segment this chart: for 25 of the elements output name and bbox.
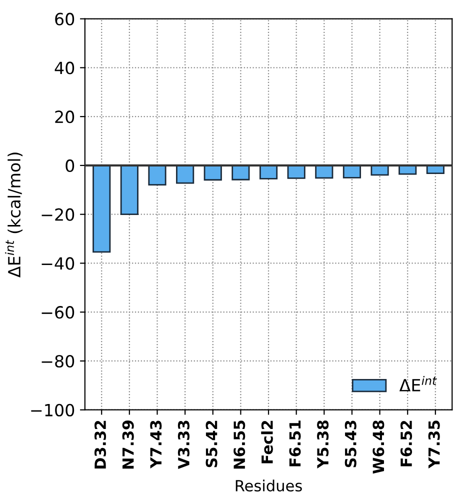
x-tick-label: Y7.43: [150, 420, 162, 468]
y-tick-label: −40: [42, 257, 74, 270]
x-tick-label: Y5.38: [317, 420, 329, 468]
x-tick-label: W6.48: [372, 420, 384, 474]
legend-label: ΔE$^{int}$: [399, 376, 437, 392]
x-tick-label: N6.55: [234, 420, 246, 469]
y-axis-title: ΔE$^{int}$ (kcal/mol): [5, 152, 22, 278]
y-tick-label: −20: [42, 208, 74, 221]
y-tick-label: −60: [42, 306, 74, 319]
x-tick-label: F6.51: [289, 420, 301, 466]
x-tick-label: Fecl2: [261, 420, 273, 464]
y-tick-label: 60: [55, 12, 74, 26]
x-tick-label: D3.32: [94, 420, 106, 469]
x-tick-label: F6.52: [400, 420, 412, 466]
x-tick-label: S5.42: [206, 420, 218, 468]
x-tick-label: N7.39: [122, 420, 134, 469]
y-tick-label: 40: [54, 62, 74, 74]
y-tick-label: 20: [55, 110, 74, 124]
y-tick-label: 0: [66, 159, 74, 172]
x-tick-label: S5.43: [344, 420, 356, 468]
y-tick-label: −100: [31, 404, 74, 416]
x-axis-title: Residues: [236, 480, 302, 492]
y-tick-label: −80: [42, 354, 74, 368]
x-tick-label: V3.33: [178, 420, 190, 470]
x-tick-label: Y7.35: [428, 420, 440, 468]
